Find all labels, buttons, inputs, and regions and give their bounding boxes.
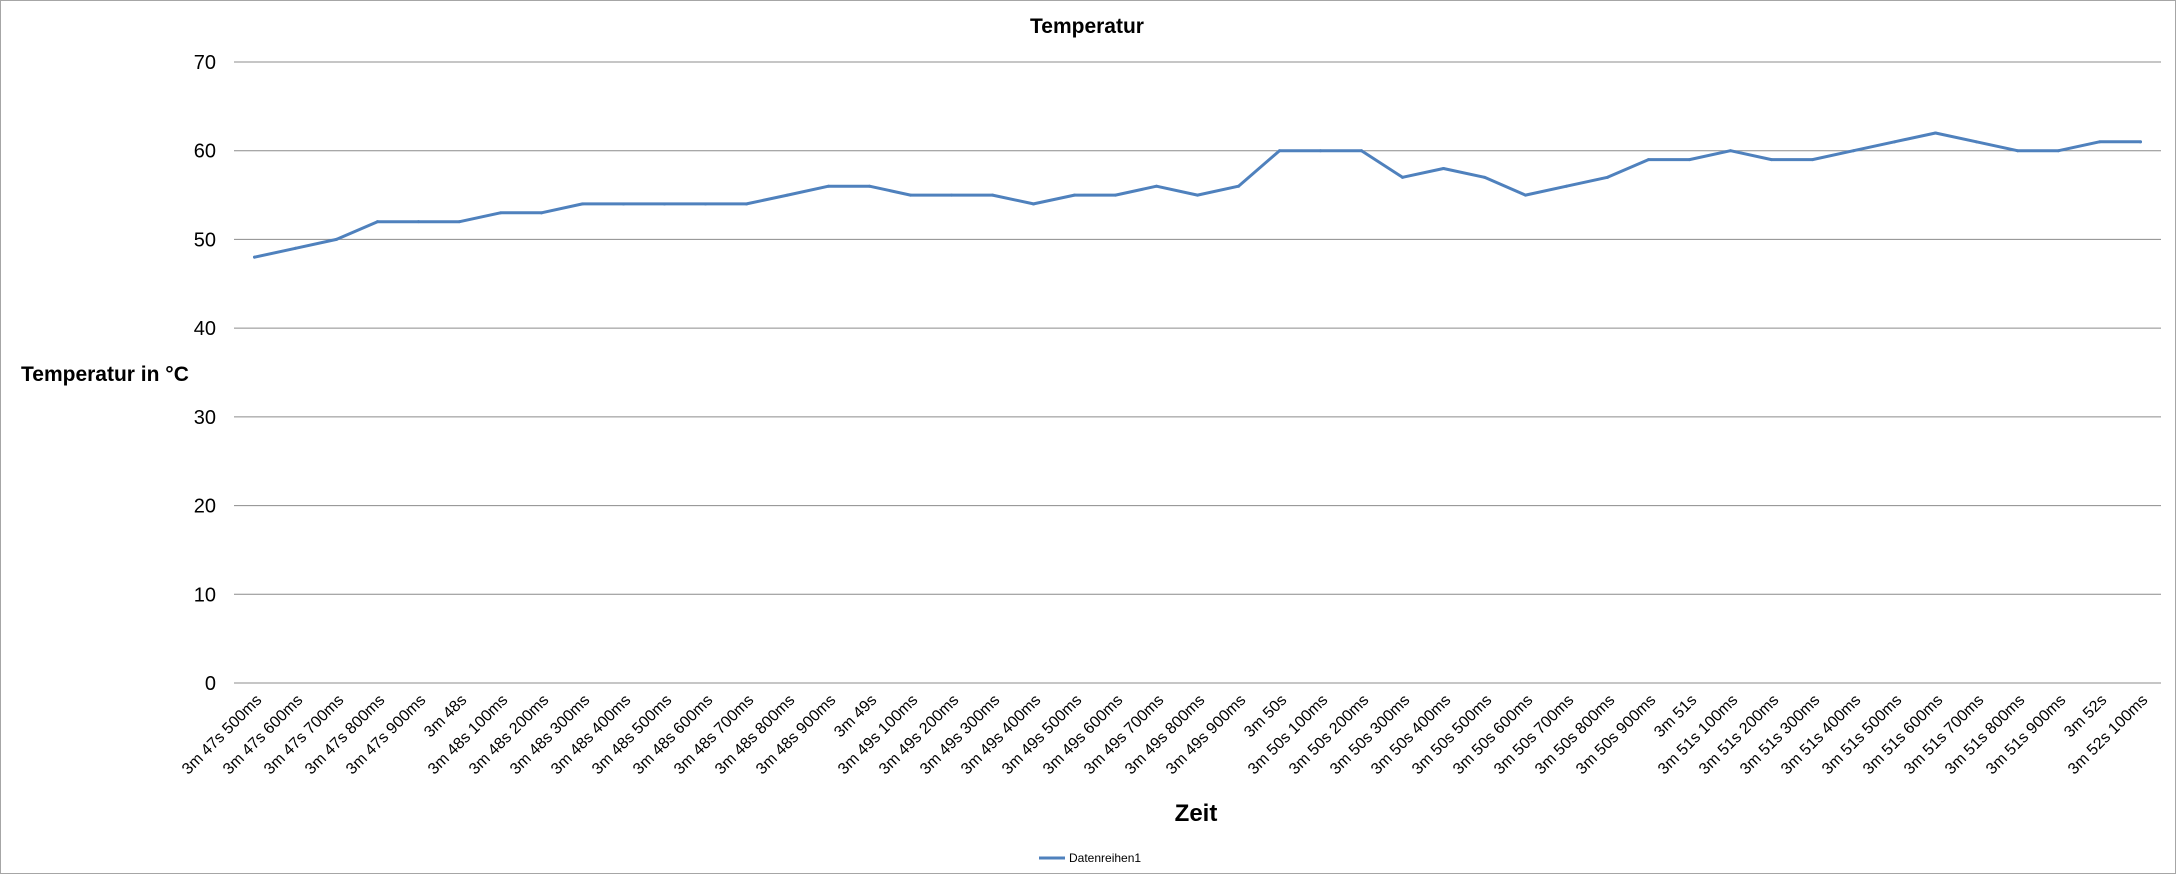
data-point — [1524, 193, 1527, 197]
data-point — [1729, 149, 1732, 153]
data-point — [335, 237, 338, 241]
data-point — [1401, 175, 1404, 179]
legend-label: Datenreihen1 — [1069, 851, 1141, 865]
data-point — [622, 202, 625, 206]
data-point — [1114, 193, 1117, 197]
data-point — [1278, 149, 1281, 153]
data-point — [1606, 175, 1609, 179]
y-tick-label: 20 — [194, 496, 216, 518]
y-tick-label: 10 — [194, 584, 216, 606]
x-axis-title: Zeit — [1175, 800, 1218, 827]
data-point — [417, 220, 420, 224]
data-point — [704, 202, 707, 206]
data-point — [1770, 158, 1773, 162]
data-point — [2016, 149, 2019, 153]
data-point — [1196, 193, 1199, 197]
data-point — [376, 220, 379, 224]
series-layer — [253, 131, 2142, 259]
data-point — [1319, 149, 1322, 153]
data-point — [294, 246, 297, 250]
gridlines — [234, 61, 2161, 684]
y-axis-ticks: 0 10 20 30 40 50 60 70 — [194, 52, 216, 695]
data-point — [581, 202, 584, 206]
y-tick-label: 40 — [194, 318, 216, 340]
data-point — [1647, 158, 1650, 162]
data-point — [909, 193, 912, 197]
data-point — [1811, 158, 1814, 162]
data-point — [868, 184, 871, 188]
y-tick-label: 0 — [205, 673, 216, 695]
data-point — [1565, 184, 1568, 188]
data-point — [499, 211, 502, 215]
chart-title: Temperatur — [1030, 15, 1144, 38]
data-point — [663, 202, 666, 206]
data-point — [1852, 149, 1855, 153]
data-point — [745, 202, 748, 206]
data-point — [2139, 140, 2142, 144]
data-point — [2098, 140, 2101, 144]
data-point — [1893, 140, 1896, 144]
y-tick-label: 60 — [194, 141, 216, 163]
data-point — [253, 255, 256, 259]
data-point — [786, 193, 789, 197]
data-point — [1483, 175, 1486, 179]
data-point — [1442, 166, 1445, 170]
data-point — [1032, 202, 1035, 206]
data-point — [1975, 140, 1978, 144]
data-point — [950, 193, 953, 197]
data-point — [1237, 184, 1240, 188]
y-tick-label: 50 — [194, 229, 216, 251]
data-point — [991, 193, 994, 197]
y-axis-title: Temperatur in °C — [21, 363, 189, 386]
data-point — [1934, 131, 1937, 135]
data-point — [2057, 149, 2060, 153]
data-point — [1155, 184, 1158, 188]
data-point — [1360, 149, 1363, 153]
y-tick-label: 70 — [194, 52, 216, 74]
data-point — [827, 184, 830, 188]
data-point — [540, 211, 543, 215]
legend: Datenreihen1 — [1039, 851, 1141, 865]
data-point — [1073, 193, 1076, 197]
data-point — [458, 220, 461, 224]
y-tick-label: 30 — [194, 407, 216, 429]
data-point — [1688, 158, 1691, 162]
